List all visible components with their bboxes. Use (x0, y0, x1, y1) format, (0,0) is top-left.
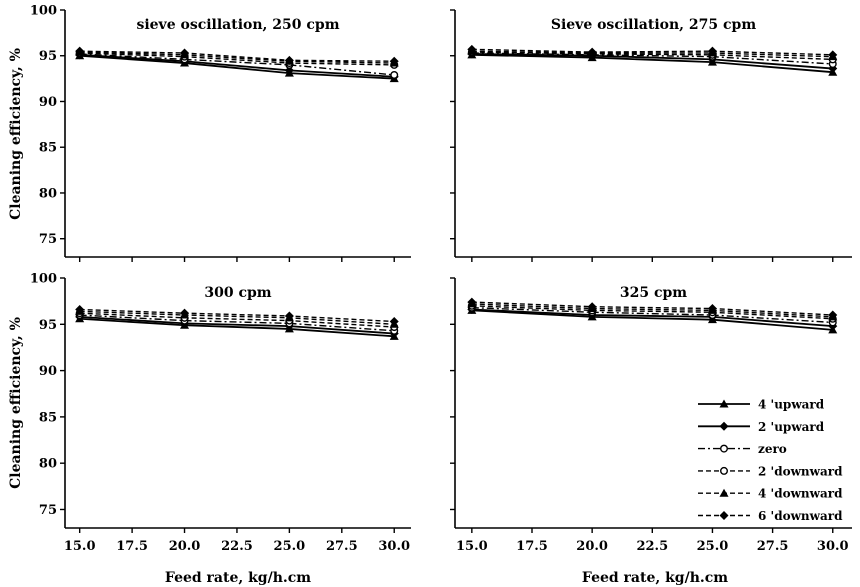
panel-title: sieve oscillation, 250 cpm (136, 17, 339, 33)
x-tick-label: 15.0 (456, 539, 488, 554)
series-line (471, 51, 833, 61)
x-tick-label: 20.0 (576, 539, 608, 554)
series-line (471, 305, 833, 320)
legend-swatch-marker (719, 399, 729, 408)
legend-label: 2 'upward (758, 420, 825, 434)
data-point (467, 44, 477, 54)
data-point (389, 56, 399, 66)
series-line (471, 301, 833, 316)
data-point (587, 47, 597, 57)
legend-item: 6 'downward (698, 509, 843, 523)
y-tick-label: 85 (39, 410, 57, 425)
y-tick-label: 75 (39, 503, 57, 518)
y-tick-label: 90 (39, 95, 57, 110)
data-point (467, 297, 477, 307)
series-line (471, 53, 833, 74)
series-line (471, 50, 833, 58)
panel-title: Sieve oscillation, 275 cpm (551, 17, 756, 33)
series-line (79, 53, 395, 78)
data-point (284, 55, 294, 65)
series-line (79, 51, 395, 64)
data-point (587, 302, 597, 312)
series-line (79, 54, 395, 80)
data-point (75, 304, 85, 314)
y-tick-label: 95 (39, 318, 57, 333)
y-tick-label: 100 (30, 4, 57, 19)
x-tick-label: 22.5 (636, 539, 668, 554)
series-line (471, 52, 833, 65)
x-tick-label: 20.0 (169, 539, 201, 554)
y-tick-label: 90 (39, 364, 57, 379)
x-tick-label: 25.0 (697, 539, 729, 554)
series-line (79, 312, 395, 328)
x-tick-label: 17.5 (116, 539, 148, 554)
x-tick-label: 17.5 (516, 539, 548, 554)
data-point (828, 50, 838, 60)
series-line (471, 303, 833, 318)
series-line (79, 314, 395, 332)
series-line (471, 48, 833, 56)
data-point (75, 46, 85, 56)
y-tick-label: 100 (30, 272, 57, 287)
x-tick-label: 22.5 (221, 539, 253, 554)
legend-item: 4 'downward (698, 487, 843, 501)
series-line (471, 53, 833, 70)
legend-swatch-marker (720, 444, 729, 453)
x-tick-label: 30.0 (378, 539, 410, 554)
legend-swatch-marker (720, 466, 729, 475)
y-axis-label-bottom: Cleaning efficiency, % (8, 317, 24, 489)
legend-item: 4 'upward (698, 398, 825, 412)
data-point (284, 311, 294, 321)
chart-panel-4: 15.0 17.5 20.0 22.5 25.0 27.5 30.0 325 cpm (450, 277, 852, 554)
series-line (79, 310, 395, 325)
legend-item: zero (698, 442, 787, 456)
legend-swatch-marker (719, 421, 729, 431)
legend-label: zero (758, 442, 787, 456)
chart-panel-1: 75 80 85 90 95 100 sieve oscillation, 250 cpm (30, 4, 411, 262)
series-line (79, 315, 395, 335)
y-tick-label: 80 (39, 457, 57, 472)
data-point (707, 46, 717, 56)
y-tick-label: 85 (39, 141, 57, 156)
panel-title: 325 cpm (620, 285, 687, 301)
legend-label: 6 'downward (758, 509, 843, 523)
legend-label: 4 'downward (758, 487, 843, 501)
panel-title: 300 cpm (204, 285, 271, 301)
legend-item: 2 'downward (698, 464, 843, 478)
series-line (471, 309, 833, 331)
series-line (79, 50, 395, 62)
legend-swatch-marker (719, 488, 729, 497)
y-tick-label: 75 (39, 232, 57, 247)
data-point (180, 308, 190, 318)
legend: 4 'upward 2 'upward zero 2 'downward 4 'down… (698, 398, 843, 523)
x-axis-label-right: Feed rate, kg/h.cm (582, 570, 728, 586)
series-line (79, 317, 395, 338)
series-line (79, 52, 395, 66)
data-point (180, 48, 190, 58)
data-point (707, 304, 717, 314)
legend-label: 4 'upward (758, 398, 825, 412)
y-axis-label-top: Cleaning efficiency, % (8, 48, 24, 220)
series-line (471, 306, 833, 324)
series-line (471, 308, 833, 328)
legend-item: 2 'upward (698, 420, 825, 434)
series-line (79, 308, 395, 323)
data-point (390, 70, 399, 79)
x-tick-label: 15.0 (64, 539, 96, 554)
x-tick-label: 27.5 (757, 539, 789, 554)
x-tick-label: 25.0 (274, 539, 306, 554)
y-tick-label: 95 (39, 49, 57, 64)
legend-label: 2 'downward (758, 464, 843, 478)
x-tick-label: 27.5 (326, 539, 358, 554)
chart-panel-3: 75 80 85 90 95 100 15.0 17.5 20.0 22.5 25.0 27.5 30.… (30, 272, 411, 554)
data-point (389, 317, 399, 327)
x-axis-label-left: Feed rate, kg/h.cm (165, 570, 311, 586)
y-tick-label: 80 (39, 186, 57, 201)
x-tick-label: 30.0 (817, 539, 849, 554)
chart-panel-2: Sieve oscillation, 275 cpm (450, 9, 852, 262)
data-point (828, 310, 838, 320)
legend-swatch-marker (719, 511, 729, 520)
